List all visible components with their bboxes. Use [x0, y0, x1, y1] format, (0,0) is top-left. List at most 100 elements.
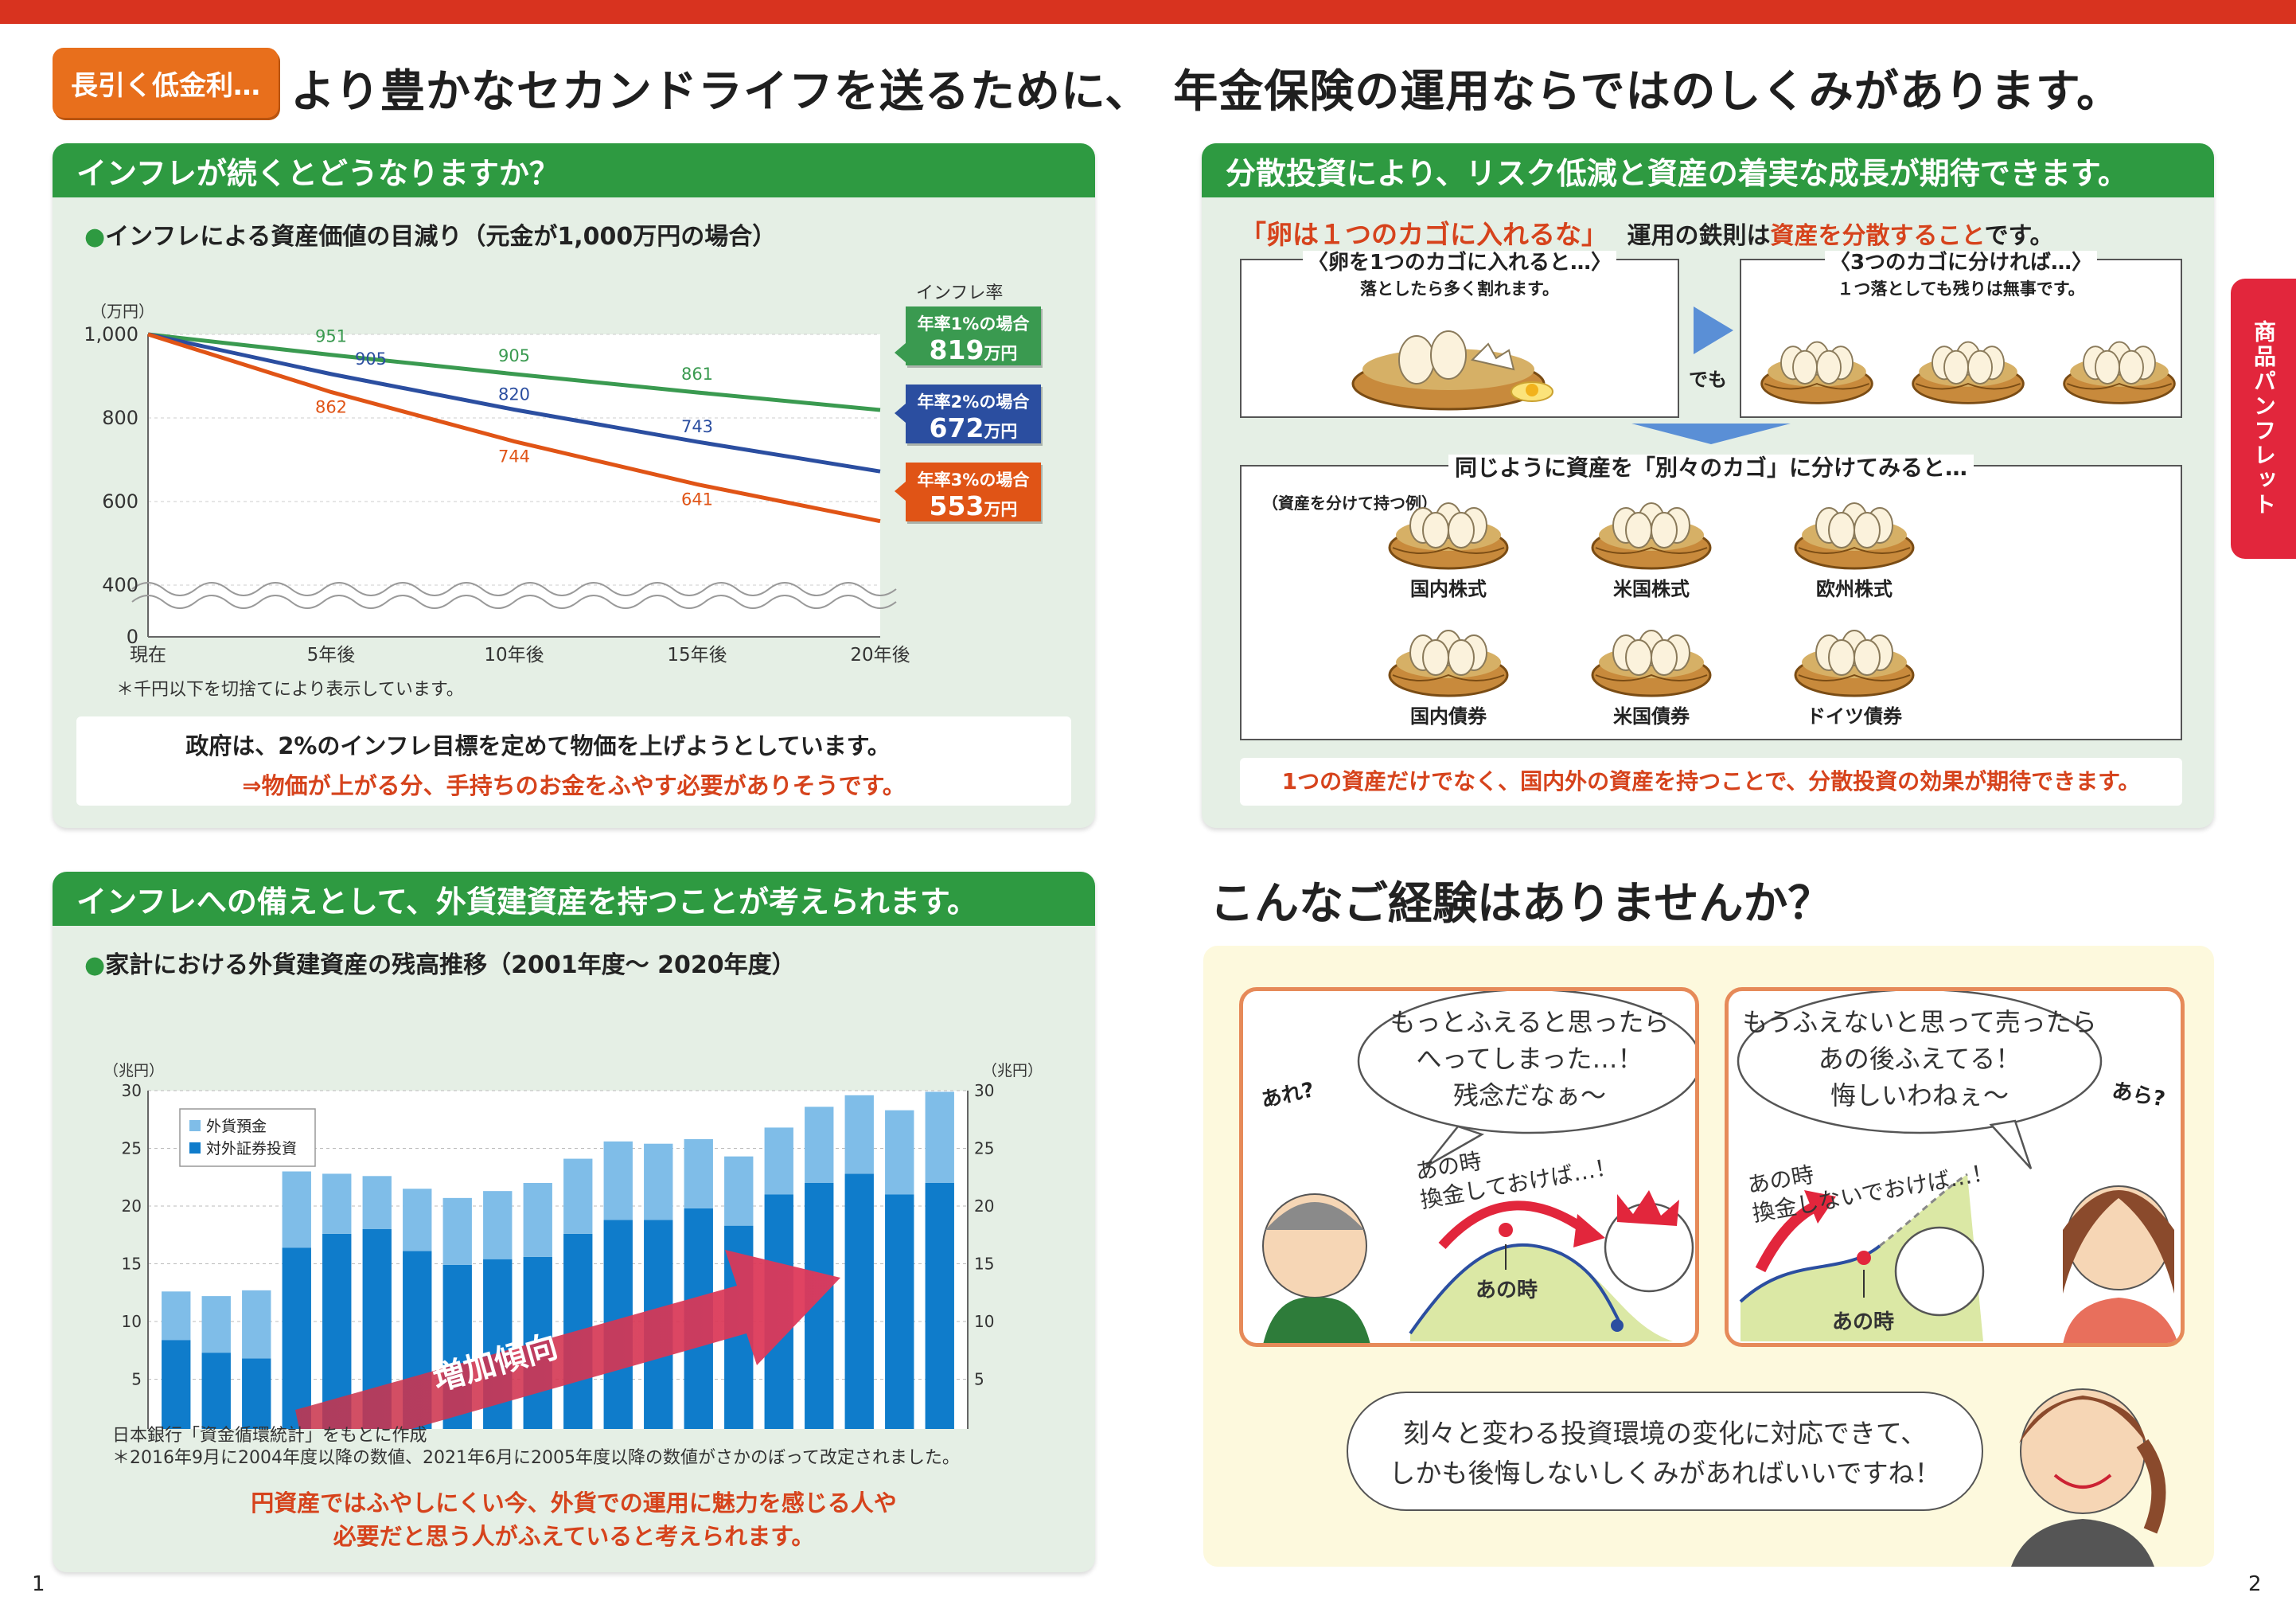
one-basket-title: 〈卵を1つのカゴに入れると…〉	[1302, 251, 1617, 275]
y-tick-label-left: 20	[122, 1197, 142, 1216]
three-baskets-caption: １つ落としても残りは無事です。	[1837, 279, 2085, 299]
left-hill-shape	[1410, 1244, 1673, 1341]
series-line-1	[147, 332, 881, 412]
asset-basket: ドイツ債券	[1775, 611, 1934, 728]
inflation-subtitle: ●インフレによる資産価値の目減り（元金が1,000万円の場合）	[84, 223, 777, 251]
top-accent-bar	[0, 0, 2296, 24]
data-label: 951	[315, 327, 347, 346]
bar-deposit	[201, 1296, 231, 1353]
side-tab-pamphlet[interactable]: 商品パンフレット	[2231, 279, 2296, 559]
foreign-heading: インフレへの備えとして、外貨建資産を持つことが考えられます。	[53, 872, 1095, 926]
chart-plot-area	[148, 334, 880, 637]
broken-eggs-basket-icon	[1351, 330, 1553, 411]
bar-deposit	[764, 1127, 793, 1195]
inflation-message: 政府は、2%のインフレ目標を定めて物価を上げようとしています。 ⇒物価が上がる分…	[76, 716, 1071, 806]
data-label: 862	[315, 397, 347, 416]
data-label: 820	[498, 385, 530, 404]
three-baskets-box: 〈3つのカゴに分ければ…〉 １つ落としても残りは無事です。	[1740, 251, 2182, 418]
asset-basket-label: 米国株式	[1613, 578, 1690, 600]
page-number-left: 1	[32, 1572, 45, 1596]
right-scene: もうふえないと思って売ったら あの後ふえてる！ 悔しいわねぇ～ あら? あの時 …	[1725, 987, 2185, 1347]
left-red-arrow	[1438, 1200, 1588, 1249]
bar-securities	[162, 1340, 191, 1429]
y-tick-label: 800	[102, 407, 138, 429]
bar-deposit	[684, 1138, 713, 1208]
bar-deposit	[563, 1158, 593, 1234]
y-tick-label-left: 30	[122, 1081, 142, 1100]
asset-basket-label: 国内株式	[1410, 578, 1487, 600]
foreign-assets-panel: インフレへの備えとして、外貨建資産を持つことが考えられます。 ●家計における外貨…	[53, 872, 1095, 1572]
axis-break	[131, 582, 897, 609]
legend-value: 553万円	[929, 490, 1018, 521]
bar-deposit	[925, 1091, 954, 1183]
asset-basket: 欧州株式	[1775, 484, 1934, 601]
legend-name: 年率3%の場合	[917, 470, 1030, 490]
left-peak-point	[1499, 1223, 1513, 1237]
bottom-bubble-line1: 刻々と変わる投資環境の変化に対応できて、	[1402, 1418, 1928, 1449]
y-tick-label-right: 15	[974, 1255, 994, 1274]
bullet-dot-icon: ●	[84, 223, 106, 251]
page-number-right: 2	[2248, 1572, 2262, 1596]
bar-deposit	[362, 1176, 392, 1229]
bar-deposit	[844, 1095, 874, 1174]
inflation-panel: インフレが続くとどうなりますか？ ●インフレによる資産価値の目減り（元金が1,0…	[53, 143, 1095, 828]
down-arrow-icon	[1631, 424, 1791, 444]
left-scene: もっとふえると思ったら へってしまった…！ 残念だなぁ～ あれ? あの時 換金し…	[1239, 987, 1699, 1347]
asset-basket: 国内株式	[1369, 484, 1528, 601]
bar-deposit	[242, 1290, 271, 1359]
legend-value: 672万円	[929, 412, 1018, 443]
experience-panel: もっとふえると思ったら へってしまった…！ 残念だなぁ～ あれ? あの時 換金し…	[1203, 946, 2214, 1567]
x-tick-label: 5年後	[307, 645, 356, 666]
bar-securities	[844, 1173, 874, 1429]
asset-basket-label: 欧州株式	[1816, 578, 1893, 600]
inflation-chart-grid	[131, 334, 897, 638]
foreign-source: 日本銀行「資金循環統計」をもとに作成	[112, 1426, 427, 1446]
right-red-arrow	[1755, 1200, 1819, 1273]
y-tick-label: 400	[102, 574, 138, 596]
bar-deposit	[162, 1291, 191, 1341]
right-point-label: あの時	[1832, 1310, 1895, 1334]
woman-body-icon	[2063, 1298, 2178, 1343]
bar-deposit	[282, 1171, 311, 1248]
but-label: でも	[1689, 369, 1727, 391]
inflation-heading: インフレが続くとどうなりますか？	[53, 143, 1095, 197]
asset-baskets-note: （資産を分けて持つ例）	[1262, 494, 1437, 513]
legend-title: インフレ率	[916, 283, 1004, 303]
y-tick-label: 600	[102, 490, 138, 513]
left-speech-bubble	[1357, 991, 1695, 1134]
play-arrow-icon	[1694, 306, 1733, 354]
x-tick-label: 15年後	[667, 645, 727, 666]
diversify-rule: 「卵は１つのカゴに入れるな」 運用の鉄則は資産を分散することです。	[1240, 219, 2054, 250]
y-tick-label-left: 10	[122, 1312, 142, 1331]
inflation-chart: 0 400 600 800 1,000 （万円） 現在 5年後 10年後 15年後 20年後 951 9…	[84, 302, 910, 666]
bar-deposit	[523, 1183, 552, 1257]
bar-deposit	[403, 1189, 432, 1251]
three-baskets-title: 〈3つのカゴに分ければ…〉	[1824, 251, 2098, 275]
inflation-message-line1: 政府は、2%のインフレ目標を定めて物価を上げようとしています。	[185, 732, 891, 759]
series-line-2	[147, 332, 881, 474]
foreign-message-line1: 円資産ではふやしにくい今、外貨での運用に魅力を感じる人や	[251, 1489, 897, 1517]
foreign-footnote: ＊2016年9月に2004年度以降の数値、2021年6月に2005年度以降の数値…	[112, 1448, 960, 1468]
legend-value: 819万円	[929, 334, 1018, 365]
inflation-chart-labels: 0 400 600 800 1,000 （万円） 現在 5年後 10年後 15年後 20年後 951 9…	[84, 302, 910, 666]
page-headline: より豊かなセカンドライフを送るために、 年金保険の運用ならではのしくみがあります…	[290, 66, 2123, 118]
bar-securities	[885, 1194, 914, 1429]
diversify-heading: 分散投資により、リスク低減と資産の着実な成長が期待できます。	[1202, 143, 2214, 197]
asset-basket: 米国株式	[1572, 484, 1731, 601]
y-tick-label: 0	[127, 626, 138, 648]
y-tick-label-left: 15	[122, 1255, 142, 1274]
asset-baskets-title: 同じように資産を「別々のカゴ」に分けてみると…	[1448, 455, 1974, 481]
y-tick-label-right: 25	[974, 1139, 994, 1158]
bar-deposit	[442, 1197, 472, 1265]
man-body-icon	[1263, 1297, 1370, 1343]
x-tick-label: 現在	[130, 645, 166, 666]
asset-baskets-box: 同じように資産を「別々のカゴ」に分けてみると… （資産を分けて持つ例） 国内株式…	[1240, 455, 2182, 740]
bar-deposit	[322, 1173, 352, 1234]
legend-label-securities: 対外証券投資	[206, 1140, 297, 1157]
woman-guide-icon	[2011, 1388, 2166, 1567]
x-tick-label: 20年後	[850, 645, 910, 666]
data-label: 744	[498, 447, 530, 466]
legend-name: 年率2%の場合	[917, 392, 1030, 412]
y-tick-label-left: 0	[131, 1427, 142, 1429]
bar-deposit	[603, 1141, 633, 1220]
